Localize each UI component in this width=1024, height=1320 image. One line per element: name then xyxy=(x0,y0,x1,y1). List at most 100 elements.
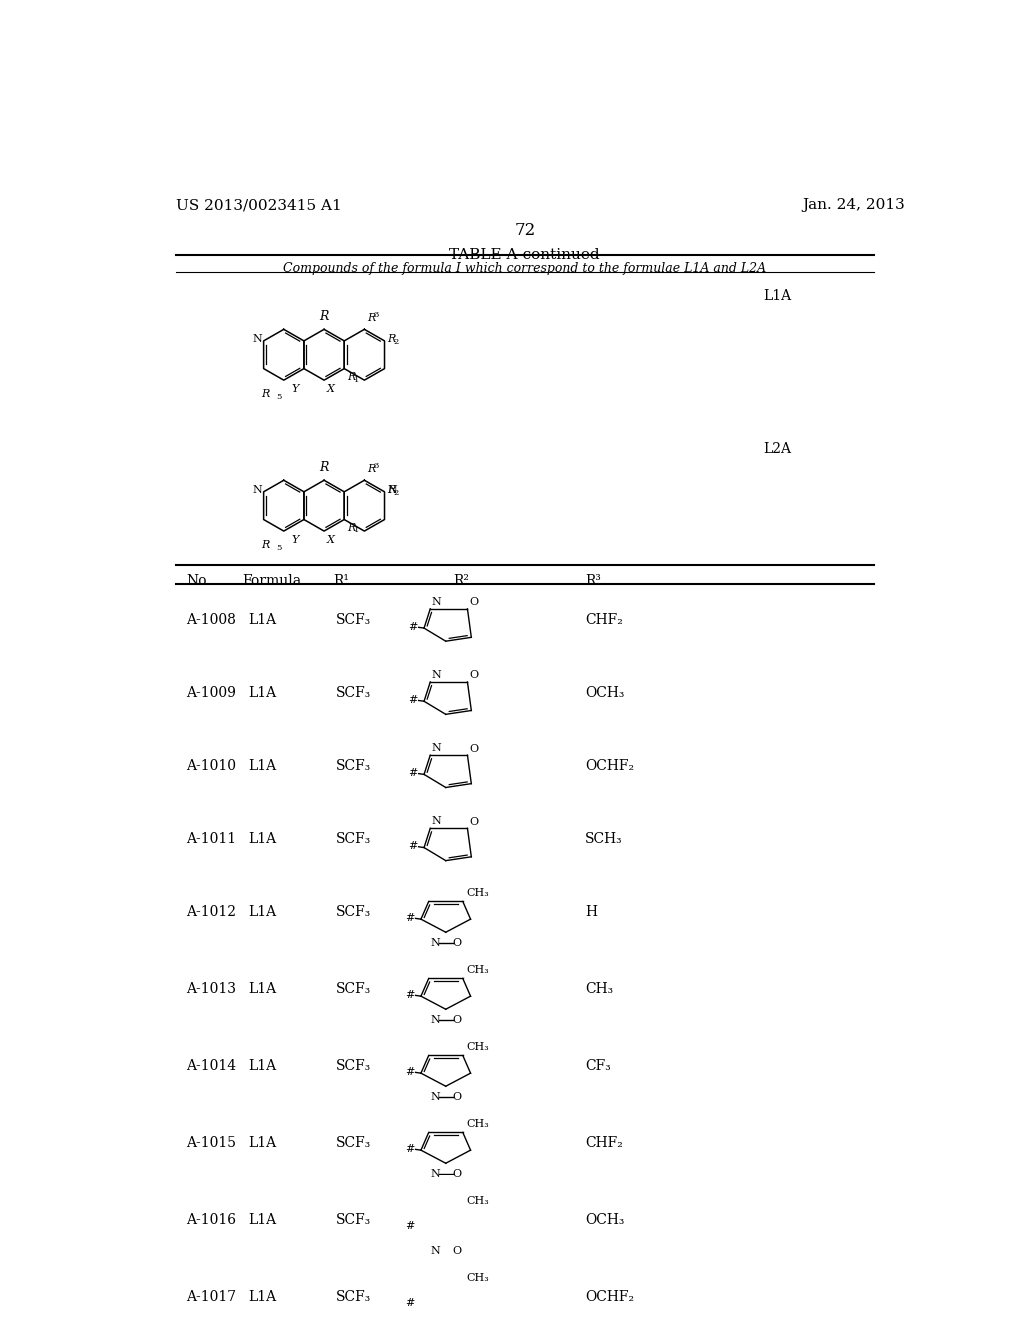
Text: #: # xyxy=(409,694,418,705)
Text: O: O xyxy=(452,1246,461,1257)
Text: R²: R² xyxy=(454,574,469,589)
Text: R¹: R¹ xyxy=(334,574,349,589)
Text: N: N xyxy=(430,1092,439,1102)
Text: CH₃: CH₃ xyxy=(467,888,489,899)
Text: 3: 3 xyxy=(373,462,378,470)
Text: O: O xyxy=(452,1092,461,1102)
Text: X: X xyxy=(327,384,334,393)
Text: Y: Y xyxy=(292,535,299,545)
Text: CH₃: CH₃ xyxy=(467,1043,489,1052)
Text: L1A: L1A xyxy=(248,832,276,846)
Text: SCF₃: SCF₃ xyxy=(336,686,371,700)
Text: O: O xyxy=(470,743,479,754)
Text: CH₃: CH₃ xyxy=(467,1196,489,1206)
Text: SCF₃: SCF₃ xyxy=(336,832,371,846)
Text: CH₃: CH₃ xyxy=(467,965,489,975)
Text: O: O xyxy=(452,939,461,948)
Text: O: O xyxy=(470,817,479,826)
Text: L1A: L1A xyxy=(248,1137,276,1150)
Text: US 2013/0023415 A1: US 2013/0023415 A1 xyxy=(176,198,342,213)
Text: SCF₃: SCF₃ xyxy=(336,1059,371,1073)
Text: A-1010: A-1010 xyxy=(186,759,237,774)
Text: #: # xyxy=(406,990,415,999)
Text: L1A: L1A xyxy=(248,686,276,700)
Text: 5: 5 xyxy=(276,544,282,552)
Text: SCF₃: SCF₃ xyxy=(336,759,371,774)
Text: Jan. 24, 2013: Jan. 24, 2013 xyxy=(802,198,905,213)
Text: R: R xyxy=(319,310,329,323)
Text: R: R xyxy=(261,540,270,550)
Text: CH₃: CH₃ xyxy=(467,1119,489,1130)
Text: SCF₃: SCF₃ xyxy=(336,1137,371,1150)
Text: #: # xyxy=(406,1143,415,1154)
Text: CH₃: CH₃ xyxy=(586,982,613,997)
Text: A-1015: A-1015 xyxy=(186,1137,237,1150)
Text: CHF₂: CHF₂ xyxy=(586,1137,624,1150)
Text: L1A: L1A xyxy=(248,759,276,774)
Text: 72: 72 xyxy=(514,222,536,239)
Text: No.: No. xyxy=(186,574,211,589)
Text: L1A: L1A xyxy=(248,1213,276,1228)
Text: CF₃: CF₃ xyxy=(586,1059,611,1073)
Text: A-1009: A-1009 xyxy=(186,686,236,700)
Text: 1: 1 xyxy=(353,527,358,535)
Text: N: N xyxy=(432,669,441,680)
Text: H: H xyxy=(586,906,597,919)
Text: TABLE A-continued: TABLE A-continued xyxy=(450,248,600,261)
Text: 2: 2 xyxy=(394,490,399,498)
Text: L1A: L1A xyxy=(248,982,276,997)
Text: N: N xyxy=(432,743,441,752)
Text: CH₃: CH₃ xyxy=(467,1274,489,1283)
Text: N: N xyxy=(430,1170,439,1179)
Text: #: # xyxy=(406,912,415,923)
Text: A-1014: A-1014 xyxy=(186,1059,237,1073)
Text: N: N xyxy=(432,597,441,607)
Text: SCF₃: SCF₃ xyxy=(336,1291,371,1304)
Text: SCF₃: SCF₃ xyxy=(336,906,371,919)
Text: X: X xyxy=(327,535,334,545)
Text: L2A: L2A xyxy=(764,442,792,455)
Text: Formula: Formula xyxy=(243,574,302,589)
Text: N: N xyxy=(252,486,262,495)
Text: O: O xyxy=(470,598,479,607)
Text: Compounds of the formula I which correspond to the formulae L1A and L2A: Compounds of the formula I which corresp… xyxy=(284,263,766,276)
Text: R³: R³ xyxy=(586,574,601,589)
Text: 5: 5 xyxy=(276,393,282,401)
Text: R: R xyxy=(319,461,329,474)
Text: R: R xyxy=(347,372,355,381)
Text: #: # xyxy=(406,1067,415,1077)
Text: R: R xyxy=(388,486,396,495)
Text: R: R xyxy=(367,313,375,323)
Text: SCF₃: SCF₃ xyxy=(336,612,371,627)
Text: A-1013: A-1013 xyxy=(186,982,237,997)
Text: A-1017: A-1017 xyxy=(186,1291,237,1304)
Text: #: # xyxy=(409,841,418,851)
Text: A-1016: A-1016 xyxy=(186,1213,237,1228)
Text: N: N xyxy=(430,1246,439,1257)
Text: L1A: L1A xyxy=(248,1291,276,1304)
Text: L1A: L1A xyxy=(248,1059,276,1073)
Text: 1: 1 xyxy=(353,376,358,384)
Text: 3: 3 xyxy=(373,312,378,319)
Text: L1A: L1A xyxy=(248,906,276,919)
Text: SCH₃: SCH₃ xyxy=(586,832,623,846)
Text: A-1011: A-1011 xyxy=(186,832,237,846)
Text: OCHF₂: OCHF₂ xyxy=(586,759,635,774)
Text: #: # xyxy=(409,768,418,777)
Text: OCHF₂: OCHF₂ xyxy=(586,1291,635,1304)
Text: N: N xyxy=(252,334,262,345)
Text: R: R xyxy=(261,389,270,400)
Text: OCH₃: OCH₃ xyxy=(586,1213,625,1228)
Text: Y: Y xyxy=(292,384,299,393)
Text: OCH₃: OCH₃ xyxy=(586,686,625,700)
Text: N: N xyxy=(430,939,439,948)
Text: L1A: L1A xyxy=(764,289,792,304)
Text: R: R xyxy=(388,334,396,345)
Text: CHF₂: CHF₂ xyxy=(586,612,624,627)
Text: R: R xyxy=(347,523,355,532)
Text: R: R xyxy=(367,465,375,474)
Text: O: O xyxy=(452,1170,461,1179)
Text: L1A: L1A xyxy=(248,612,276,627)
Text: SCF₃: SCF₃ xyxy=(336,1213,371,1228)
Text: O: O xyxy=(470,671,479,681)
